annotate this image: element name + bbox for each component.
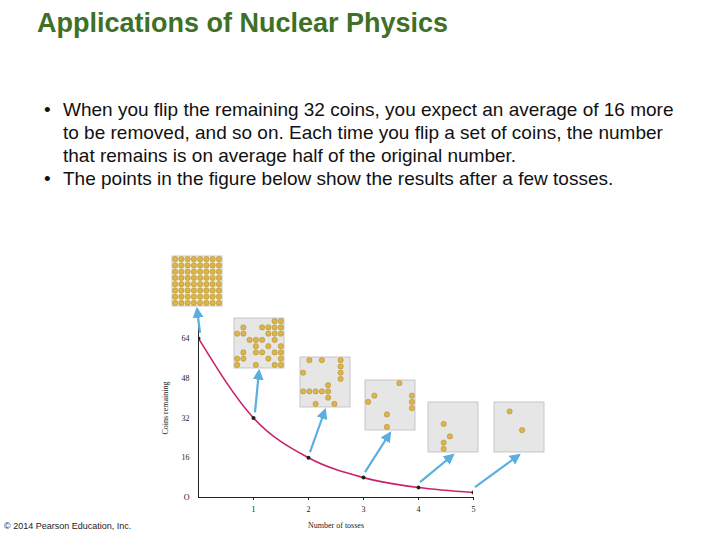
- html-text:The points in the figure below: The points in the figure below show the …: [63, 168, 614, 189]
- svg-text:Coins remaining: Coins remaining: [161, 381, 170, 434]
- svg-text:2: 2: [307, 505, 311, 514]
- svg-text:1: 1: [252, 505, 256, 514]
- html-text:When you flip the remaining 32: When you flip the remaining 32 coins, yo…: [63, 99, 674, 166]
- svg-text:32: 32: [182, 414, 190, 423]
- svg-text:O: O: [184, 493, 190, 502]
- svg-text:16: 16: [182, 453, 190, 462]
- svg-text:5: 5: [472, 505, 476, 514]
- svg-text:48: 48: [182, 374, 190, 383]
- svg-text:Number of tosses: Number of tosses: [308, 521, 364, 530]
- html-text:Applications of Nuclear Physic: Applications of Nuclear Physics: [37, 8, 449, 38]
- html-text:© 2014 Pearson Education, Inc.: © 2014 Pearson Education, Inc.: [4, 521, 132, 531]
- svg-text:4: 4: [417, 505, 421, 514]
- svg-text:64: 64: [182, 334, 190, 343]
- svg-text:3: 3: [362, 505, 366, 514]
